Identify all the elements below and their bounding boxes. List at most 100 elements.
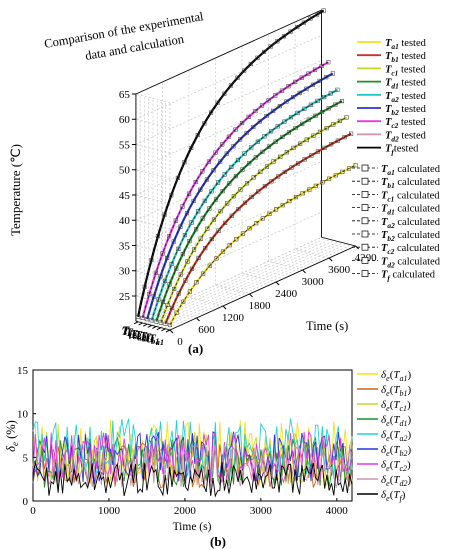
b-legend-e: e [386,479,390,488]
b-legend-delta: δ [381,399,387,411]
series-marker [273,139,278,144]
legend-calc-label: Tc2 calculated [381,243,440,256]
series-marker [203,246,208,251]
y-tick-label: 35 [119,240,131,252]
axis-line [135,9,322,95]
series-marker [207,263,212,268]
b-legend-open: ( [390,429,394,441]
legend-calc-label-suffix: calculated [395,230,441,241]
series-marker [176,291,181,296]
legend-tested-label-suffix: tested [399,91,427,102]
series-marker [297,90,302,95]
series-marker [254,221,259,226]
series-calculated-T_b1 [165,133,352,324]
depth-label: Tc1 [140,329,155,345]
series-marker [180,204,185,209]
series-marker [200,216,205,221]
series-marker [174,266,179,271]
depth-tick [138,322,143,326]
series-marker [215,100,220,105]
series-marker [300,121,305,126]
axis-line [169,245,356,331]
series-marker [249,194,254,200]
b-x-tick-label: 0 [30,505,36,517]
series-marker [291,145,296,150]
b-legend-delta: δ [381,444,387,456]
legend-calc-label-suffix: calculated [395,204,441,215]
y-tick-label: 50 [119,165,131,177]
series-marker [340,169,345,174]
series-marker [211,217,216,222]
series-marker [246,114,251,119]
panel-b-caption: (b) [210,534,226,549]
series-marker [170,305,175,310]
b-legend-label: δe(Tb1) [381,384,411,398]
series-marker [155,234,161,239]
legend-calc-marker-square [361,177,369,185]
b-x-tick-label: 1000 [98,505,121,517]
depth-label: Tb1 [144,330,160,346]
series-marker [301,20,306,25]
legend-tested-label-sub: d1 [391,82,398,91]
b-legend-close: ) [407,459,411,471]
legend-tested-label: Ta1 tested [385,38,427,51]
b-legend-arg: T [393,459,400,471]
legend-tested-label-sub: c1 [391,68,398,77]
series-marker [160,251,165,256]
x-tick-label: 1800 [249,300,272,312]
legend-tested-label: Tb2 tested [385,104,427,117]
legend-tested-label-sym: T [385,78,392,89]
panel-b-ticks: 0 5 10 15 0 1000 2000 3000 4000 [17,365,348,517]
depth-label: Tc2 [121,324,136,340]
series-marker [228,83,233,88]
b-legend-label: δe(Td2) [381,474,411,488]
series-marker [198,187,203,192]
series-marker [222,91,227,96]
legend-calc-label-suffix: calculated [394,243,440,254]
series-marker [333,102,338,107]
series-marker [240,167,245,172]
series-marker [223,220,228,225]
series-marker [330,71,335,76]
legend-tested-label-suffix: tested [399,78,427,89]
b-x-tick-label: 2000 [174,505,197,517]
series-marker [136,314,141,319]
series-marker [236,207,241,212]
b-legend-sub: c2 [399,464,407,473]
series-marker [226,134,231,139]
series-marker [315,12,320,17]
series-marker [248,61,253,67]
series-marker [326,60,331,65]
legend-tested-label-suffix: tested [399,104,427,115]
series-marker [220,142,225,147]
legend-calc-label-sub: d2 [387,260,395,269]
panel-a-ylabel: Temperature (℃) [8,144,23,236]
series-calculated-T_a2 [151,89,338,321]
series-marker [288,115,294,120]
b-x-tick-label: 4000 [326,505,349,517]
b-legend-delta: δ [381,369,387,381]
depth-label-sym: T [148,331,156,345]
series-marker [225,201,230,206]
series-marker [255,55,260,60]
series-marker [251,124,256,130]
series-marker [302,157,307,162]
series-marker [163,321,168,326]
b-legend-arg: T [393,474,400,486]
series-marker [266,144,272,149]
series-marker [154,319,159,324]
series-marker [216,180,221,185]
series-marker [162,212,167,217]
panel-a-grid [135,9,356,331]
legend-calc-label-suffix: calculated [395,164,441,175]
series-marker [187,191,192,196]
series-marker [284,150,289,155]
depth-label-sub: b2 [133,332,141,341]
legend-tested-label: Tc1 tested [385,64,426,77]
depth-label-sub: c1 [147,336,155,345]
legend-tested-label-sym: T [385,144,392,155]
series-marker [335,87,340,92]
series-marker [216,228,221,233]
legend-calc-label: Tb2 calculated [381,230,441,243]
series-marker [202,121,207,126]
